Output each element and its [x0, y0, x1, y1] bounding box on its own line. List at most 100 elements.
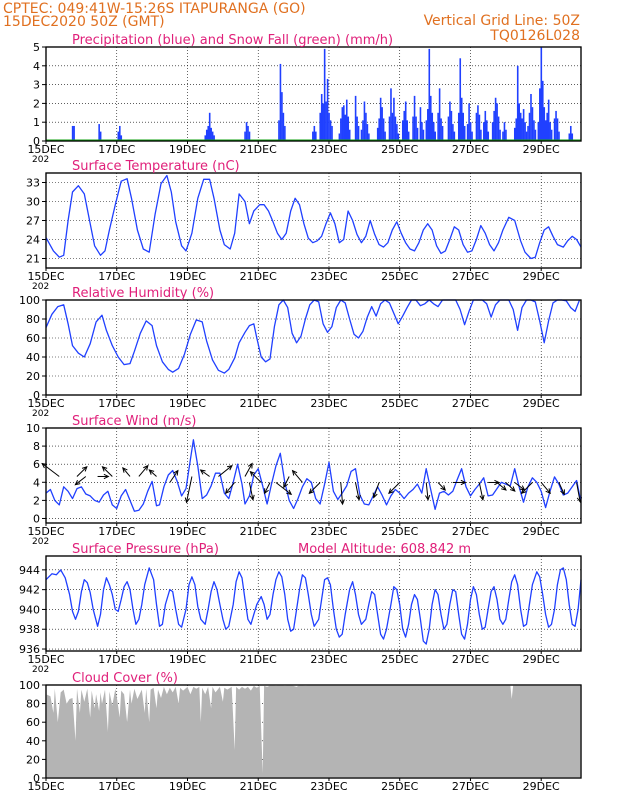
series-line-rh	[45, 299, 581, 374]
precip-bar	[366, 124, 369, 141]
precip-bar	[247, 125, 249, 141]
precip-bar	[210, 127, 212, 141]
precip-bar	[323, 48, 326, 141]
precip-bar	[546, 112, 549, 141]
y-tick-label: 100	[19, 679, 40, 692]
precip-bar	[513, 127, 516, 141]
precip-bar	[531, 107, 534, 141]
x-tick-label: 29DEC	[523, 525, 560, 538]
precip-bar	[477, 105, 479, 141]
y-tick-label: 0	[33, 389, 40, 402]
wind-arrow-head	[308, 488, 315, 495]
x-tick-label: 17DEC	[98, 525, 135, 538]
x-tick-label: 21DEC	[240, 653, 277, 666]
precip-bar	[404, 101, 407, 141]
wind-arrow-head	[143, 464, 149, 471]
wind-arrow	[340, 482, 344, 505]
y-tick-label: 936	[19, 643, 40, 656]
precip-bar	[425, 120, 428, 141]
x-tick-label: 17DEC	[98, 143, 135, 156]
wind-arrow	[521, 482, 533, 494]
precip-bar	[447, 116, 450, 141]
precip-bar	[438, 88, 441, 141]
precip-bar	[484, 110, 487, 141]
precip-bar	[555, 110, 557, 141]
precip-bar	[347, 116, 350, 141]
wind-arrow-head	[479, 494, 485, 501]
precip-bar	[471, 131, 473, 141]
precip-bar	[544, 120, 547, 141]
precip-bar	[541, 80, 544, 141]
wind-arrow-head	[388, 488, 394, 495]
precip-bar	[571, 133, 574, 141]
wind-arrow-head	[184, 497, 190, 504]
x-tick-label: 15DEC	[27, 653, 64, 666]
precip-bar	[362, 120, 364, 141]
y-tick-label: 33	[26, 177, 40, 190]
x-tick-label: 27DEC	[452, 780, 489, 793]
y-tick-label: 8	[33, 440, 40, 453]
precip-bar	[416, 127, 419, 141]
y-tick-label: 40	[26, 735, 40, 748]
x-tick-label: 19DEC	[169, 270, 206, 283]
precip-bar	[428, 48, 431, 141]
panel-frame-overlay	[45, 172, 582, 269]
precip-bar	[394, 116, 397, 141]
precip-bar	[331, 125, 333, 141]
precip-bar	[211, 131, 214, 141]
precip-bar	[449, 101, 451, 141]
precip-bar	[319, 112, 322, 141]
precip-bar	[487, 131, 490, 141]
precip-bar	[480, 129, 482, 141]
x-tick-label: 19DEC	[169, 780, 206, 793]
wind-arrow	[355, 482, 360, 500]
precip-bar	[468, 103, 470, 141]
y-tick-label: 942	[19, 584, 40, 597]
precip-bar	[393, 97, 395, 141]
wind-arrow	[292, 470, 303, 483]
x-tick-label: 29DEC	[523, 270, 560, 283]
precip-bar	[459, 58, 462, 141]
precip-bar	[537, 122, 540, 141]
precip-bar	[539, 88, 541, 141]
x-tick-label: 29DEC	[523, 143, 560, 156]
precip-bar	[475, 112, 478, 141]
precip-bar	[415, 116, 417, 141]
y-tick-label: 5	[33, 41, 40, 54]
y-tick-label: 2	[33, 97, 40, 110]
precip-bar	[460, 97, 463, 141]
panel-temp: 21 24 27 30 33 Surface Temperature (nC) 15DEC 1…	[26, 159, 582, 292]
precip-bar	[328, 112, 330, 141]
precip-bar	[118, 125, 121, 141]
header-model: TQ0126L028	[489, 28, 580, 44]
x-tick-label: 23DEC	[310, 653, 347, 666]
precip-bar	[345, 99, 348, 141]
precip-bar	[427, 109, 429, 141]
y-tick-label: 938	[19, 623, 40, 636]
panel-frame-overlay	[45, 427, 582, 524]
panel-frame-overlay	[45, 555, 582, 652]
precip-bar	[388, 116, 391, 141]
y-tick-label: 24	[26, 234, 40, 247]
precip-bar	[553, 118, 556, 141]
precip-bar	[524, 122, 526, 141]
precip-bar	[343, 105, 345, 141]
precip-bar	[354, 95, 357, 141]
wind-arrow-head	[247, 462, 253, 469]
precip-bar	[396, 124, 398, 141]
panel-cloud: 0 20 40 60 80 100 Cloud Cover (%) 15DEC 17DEC 19D…	[19, 671, 582, 793]
precip-bar	[478, 114, 481, 141]
y-tick-label: 0	[33, 135, 40, 148]
x-tick-label: 15DEC	[27, 270, 64, 283]
panel-wind: 0 2 4 6 8 10 Surface Wind (m/s) 15DEC 17DEC 19DEC…	[26, 414, 582, 547]
y-tick-label: 60	[26, 716, 40, 729]
precip-bar	[391, 112, 394, 141]
y-tick-label: 30	[26, 196, 40, 209]
wind-arrow	[149, 469, 157, 477]
precip-bar	[341, 107, 344, 141]
precip-bar	[485, 120, 488, 141]
precip-bar	[515, 118, 518, 141]
precip-bar	[432, 122, 435, 141]
precip-bar	[421, 122, 423, 141]
precip-bar	[279, 63, 282, 141]
